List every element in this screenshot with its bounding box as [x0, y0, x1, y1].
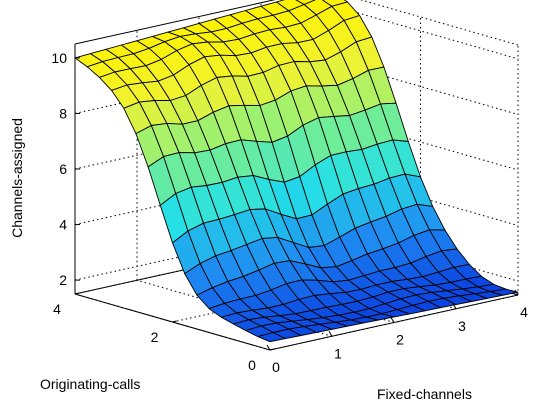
z-tick-label: 4 [59, 217, 67, 233]
z-tick-label: 8 [59, 105, 67, 121]
x-tick-label: 2 [396, 332, 404, 348]
x-tick-label: 3 [458, 318, 466, 334]
y-tick-label: 4 [53, 301, 61, 317]
z-tick-label: 2 [59, 272, 67, 288]
x-tick-mark [329, 331, 332, 336]
x-tick-label: 1 [334, 345, 342, 361]
x-tick-mark [391, 318, 394, 323]
x-axis-label: Fixed-channels [377, 386, 472, 402]
x-tick-label: 0 [272, 359, 280, 375]
y-tick-mark [75, 293, 79, 294]
y-axis-label: Originating-calls [40, 376, 140, 392]
z-tick-label: 6 [59, 161, 67, 177]
z-tick-label: 10 [51, 50, 67, 66]
y-tick-mark [270, 349, 274, 350]
surface-mesh [75, 0, 518, 342]
y-tick-mark [173, 321, 177, 322]
z-axis-label: Channels-assigned [9, 118, 25, 238]
x-tick-label: 4 [520, 304, 528, 320]
y-tick-label: 2 [151, 329, 159, 345]
y-tick-label: 0 [248, 357, 256, 373]
